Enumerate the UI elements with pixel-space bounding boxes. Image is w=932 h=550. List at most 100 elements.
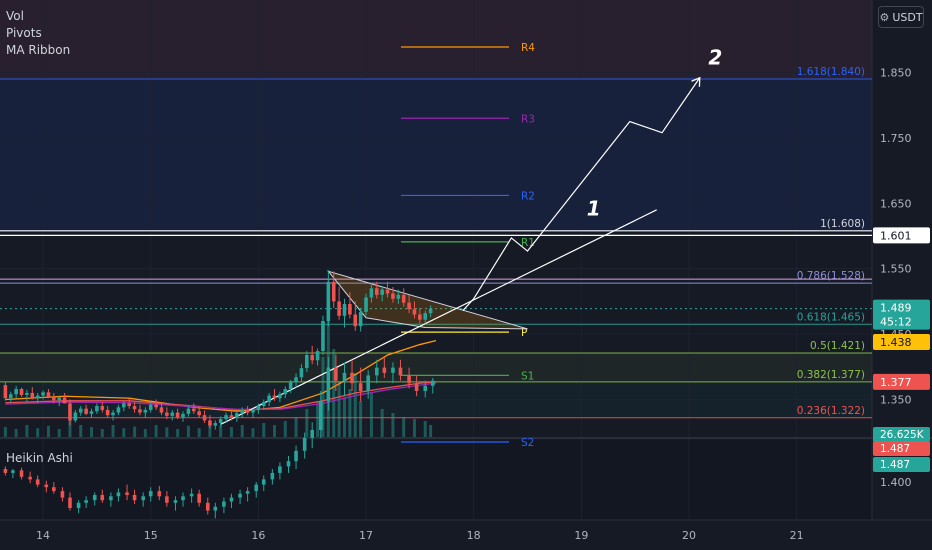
volume-bar — [176, 429, 180, 437]
volume-bar — [402, 417, 406, 437]
price-candle — [412, 309, 417, 315]
price-candle — [278, 394, 282, 399]
volume-bar — [122, 428, 126, 437]
sub-price-label-box — [873, 441, 930, 456]
heikin-ashi-candle — [254, 484, 259, 492]
heikin-ashi-candle — [398, 367, 403, 376]
wave-label-2: 2 — [708, 46, 722, 70]
price-candle — [288, 382, 293, 390]
heikin-ashi-candle — [310, 430, 314, 438]
heikin-ashi-candle — [116, 492, 121, 497]
heikin-ashi-candle — [342, 372, 347, 381]
volume-bar — [186, 425, 190, 437]
heikin-ashi-candle — [189, 493, 194, 497]
price-candle — [165, 412, 169, 416]
volume-bar — [262, 423, 266, 437]
heikin-ashi-candle — [294, 450, 298, 462]
volume-bar — [57, 429, 61, 437]
fib-zone-mid — [0, 353, 872, 382]
pivot-label-s1: S1 — [521, 370, 534, 382]
price-candle — [348, 304, 352, 315]
volume-bar — [332, 349, 336, 437]
sub-price-label-box — [873, 427, 930, 442]
volume-bar — [165, 427, 169, 437]
heikin-ashi-candle — [407, 375, 411, 384]
heikin-ashi-candle — [319, 401, 323, 430]
volume-bar — [25, 425, 29, 437]
heikin-ashi-candle — [109, 496, 113, 501]
heikin-ashi-candle — [229, 497, 234, 502]
volume-bar — [111, 425, 115, 437]
price-candle — [364, 297, 368, 312]
heikin-ashi-candle — [205, 502, 210, 511]
heikin-ashi-candle — [222, 501, 226, 507]
heikin-ashi-candle — [391, 367, 395, 373]
price-candle — [353, 314, 358, 327]
heikin-ashi-candle — [157, 491, 162, 497]
price-candle — [342, 304, 347, 316]
volume-bar — [353, 373, 357, 437]
ma-ribbon-line — [5, 382, 437, 410]
heikin-ashi-candle — [382, 367, 387, 373]
sub-price-label-text: 1.487 — [880, 459, 910, 471]
price-candle — [68, 403, 72, 421]
pivot-label-r3: R3 — [521, 113, 535, 125]
heikin-ashi-candle — [334, 367, 338, 381]
price-candle — [8, 394, 13, 399]
heikin-ashi-candle — [423, 385, 428, 391]
price-candle — [407, 302, 411, 310]
sub-pane-title: Heikin Ashi — [6, 451, 73, 465]
price-candle — [331, 281, 336, 302]
time-tick-label: 16 — [251, 529, 265, 542]
volume-bar — [294, 417, 298, 437]
price-label-text: 1.438 — [880, 336, 912, 349]
volume-bar — [391, 413, 395, 437]
price-candle — [358, 311, 363, 327]
legend-item-vol[interactable]: Vol — [6, 9, 24, 23]
price-tick-label: 1.650 — [880, 197, 912, 210]
heikin-ashi-candle — [278, 466, 282, 473]
heikin-ashi-candle — [358, 383, 363, 391]
price-candle — [138, 409, 142, 413]
trendline — [220, 209, 657, 425]
currency-label: USDT — [892, 10, 923, 24]
wave-label-1: 1 — [587, 197, 601, 221]
price-candle — [111, 412, 115, 416]
heikin-ashi-candle — [261, 479, 266, 485]
volume-bar — [229, 427, 233, 437]
volume-bar — [342, 397, 346, 437]
price-candle — [401, 294, 406, 303]
price-candle — [170, 412, 175, 416]
price-label-text: 1.601 — [880, 229, 912, 242]
legend-item-pivots[interactable]: Pivots — [6, 26, 42, 40]
price-candle — [35, 395, 40, 399]
currency-badge[interactable]: ⚙ USDT — [878, 6, 924, 28]
sub-tick-label: 1.400 — [880, 476, 912, 489]
price-candle — [14, 389, 18, 395]
price-candle — [229, 415, 234, 418]
heikin-ashi-candle — [326, 367, 331, 402]
volume-bar — [90, 427, 94, 437]
price-candle — [159, 407, 164, 413]
heikin-ashi-candle — [238, 493, 242, 498]
sub-price-label-text: 1.487 — [880, 443, 910, 455]
volume-bar — [380, 409, 384, 437]
price-candle — [418, 314, 422, 320]
legend-item-ma-ribbon[interactable]: MA Ribbon — [6, 43, 71, 57]
price-candle — [143, 409, 148, 413]
indicator-legend: Vol Pivots MA Ribbon — [6, 8, 70, 59]
heikin-ashi-candle — [302, 437, 307, 451]
time-tick-label: 19 — [574, 529, 588, 542]
volume-bar — [251, 428, 255, 437]
sub-pane-background — [0, 440, 872, 520]
heikin-ashi-candle — [19, 470, 24, 477]
volume-bar — [219, 425, 223, 437]
price-candle — [380, 289, 384, 295]
price-candle — [197, 411, 201, 416]
heikin-ashi-candle — [148, 491, 153, 497]
price-candle — [213, 423, 218, 426]
countdown-label: 45:12 — [880, 316, 912, 329]
heikin-ashi-candle — [92, 495, 97, 501]
heikin-ashi-candle — [366, 375, 370, 391]
